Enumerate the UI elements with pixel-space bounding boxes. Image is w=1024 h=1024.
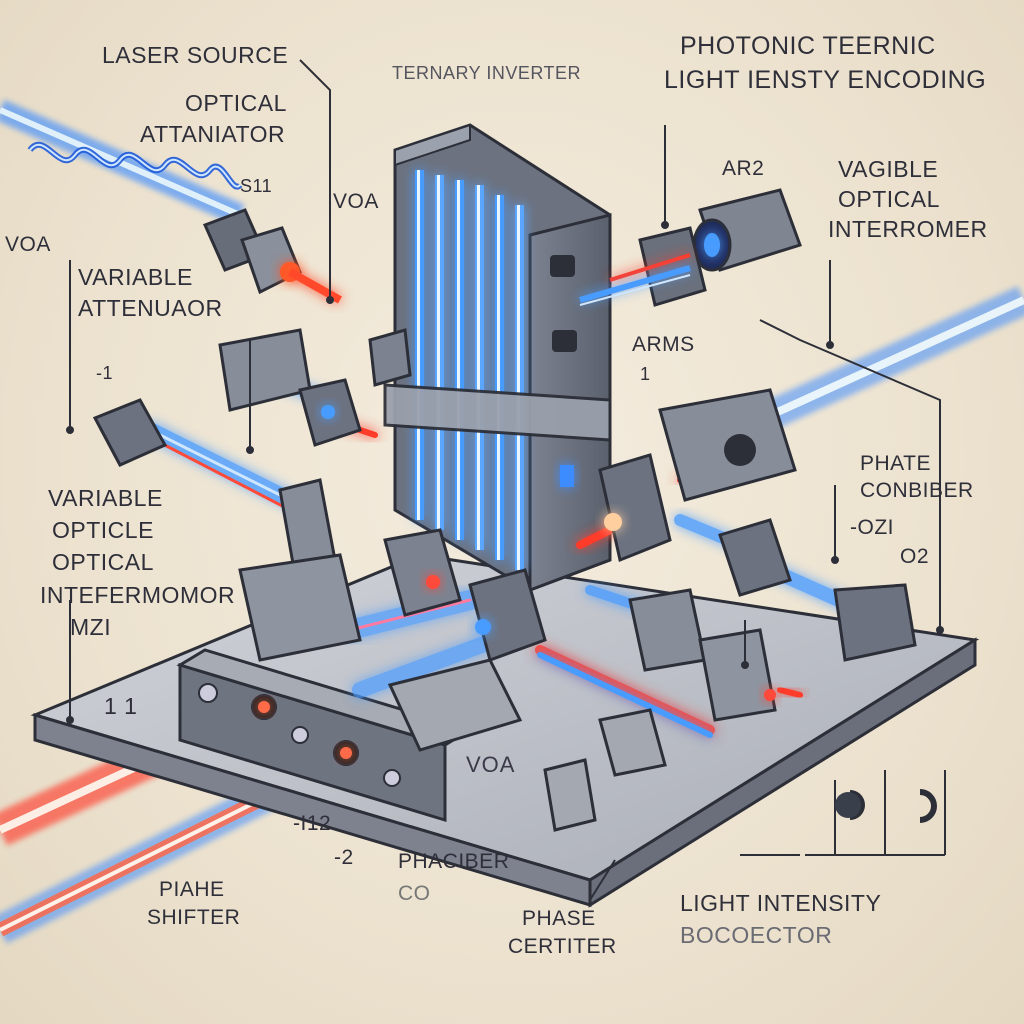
label-vom-line-5: MZI [70, 613, 112, 640]
label-phase-combiner-line-2: CONBIBER [860, 479, 974, 503]
label-ozi: -OZI [850, 516, 894, 539]
label-vagible-optical: VAGIBLE OPTICAL INTERROMER [828, 155, 988, 245]
label-vagible-line-2: OPTICAL [838, 185, 940, 212]
label-voa-top: VOA [333, 190, 379, 213]
label-1: 1 [640, 364, 651, 384]
label-optical-attenuator-line-2: ATTANIATOR [140, 121, 286, 148]
diagram-title: PHOTONIC TEERNIC LIGHT IENSTY ENCODING [664, 30, 986, 98]
label-voa-left: VOA [5, 233, 51, 256]
label-i12: -I12 [293, 812, 332, 835]
title-line-2: LIGHT IENSTY ENCODING [664, 65, 987, 94]
label-o2: O2 [900, 545, 930, 568]
label-phase-shifter-line-2: SHIFTER [147, 906, 241, 930]
label-phase-shifter-line-1: PIAHE [159, 878, 225, 901]
detector-symbol [835, 789, 937, 823]
label-phaciber-line-2: CO [398, 881, 431, 905]
ternary-inverter-tower [383, 123, 612, 593]
component-ports [321, 405, 776, 701]
label-light-intensity-line-1: LIGHT INTENSITY [680, 890, 882, 916]
label-ar2: AR2 [722, 157, 765, 180]
ar2-lens [579, 188, 802, 307]
label-ternary-inverter: TERNARY INVERTER [392, 63, 582, 83]
label-phase-certiter-line-1: PHASE [522, 907, 596, 930]
laser-coil [27, 141, 342, 304]
label-laser-source: LASER SOURCE [102, 42, 289, 68]
label-optical-attenuator: OPTICAL ATTANIATOR [140, 88, 287, 150]
label-light-intensity-detector: LIGHT INTENSITY BOCOECTOR [680, 887, 881, 951]
label-vom-line-4: INTEFERMOMOR [40, 581, 236, 608]
label-minus-2: -2 [334, 846, 354, 869]
label-variable-attenuator-line-1: VARIABLE [78, 264, 193, 290]
label-light-intensity-line-2: BOCOECTOR [680, 922, 833, 949]
title-line-1: PHOTONIC TEERNIC [680, 32, 936, 60]
label-vom-line-3: OPTICAL [52, 549, 154, 576]
label-voa-plate: VOA [466, 752, 516, 777]
label-phaciber: PHACIBER CO [398, 846, 509, 909]
label-phaciber-line-1: PHACIBER [398, 850, 510, 873]
label-vagible-line-1: VAGIBLE [838, 156, 939, 182]
label-vom-line-2: OPTICLE [52, 517, 154, 544]
label-phase-combiner: PHATE CONBIBER [860, 450, 974, 505]
label-vom-line-1: VARIABLE [48, 485, 163, 511]
label-phase-certiter: PHASE CERTITER [508, 905, 617, 962]
label-phase-combiner-line-1: PHATE [860, 452, 931, 475]
label-phase-certiter-line-2: CERTITER [508, 935, 617, 959]
label-s11: S11 [240, 176, 273, 196]
label-variable-attenuator: VARIABLE ATTENUAOR [78, 262, 223, 324]
label-1-1: 1 1 [104, 693, 138, 719]
leader-lines [66, 59, 946, 901]
label-variable-optical-mzi: VARIABLE OPTICLE OPTICAL INTEFERMOMOR MZ… [40, 482, 235, 643]
label-optical-attenuator-line-1: OPTICAL [185, 90, 287, 116]
label-arms: ARMS [632, 333, 695, 356]
label-minus-1: -1 [96, 363, 114, 383]
label-phase-shifter: PIAHE SHIFTER [147, 876, 240, 933]
label-variable-attenuator-line-2: ATTENUAOR [78, 295, 223, 322]
front-rail [176, 648, 474, 823]
label-vagible-line-3: INTERROMER [828, 215, 988, 242]
